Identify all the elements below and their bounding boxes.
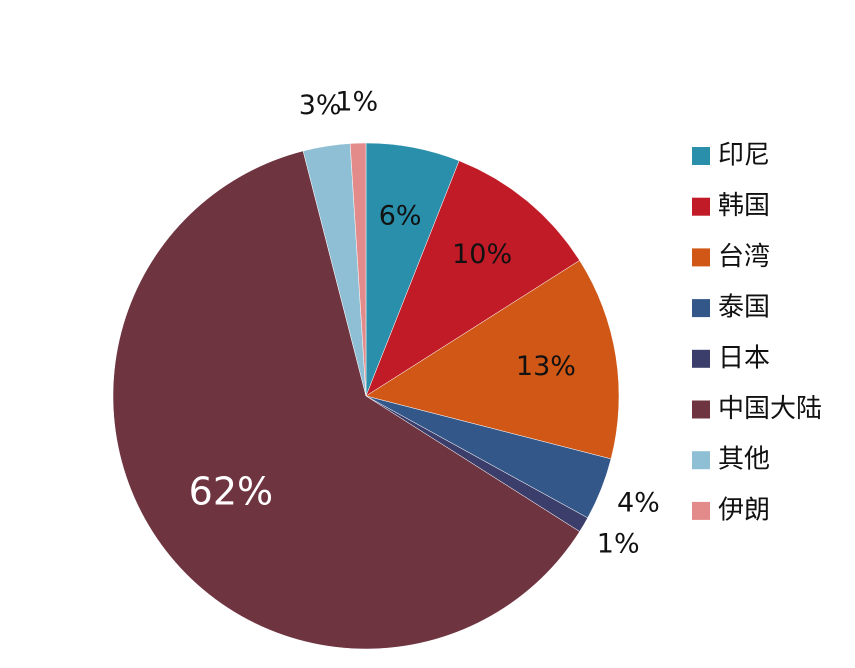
data-label: 6% [379,201,422,232]
legend-label: 伊朗 [718,495,770,525]
legend-swatch [692,501,710,520]
pie-slice [112,150,580,650]
data-label: 4% [617,487,660,518]
legend-label: 日本 [718,343,770,373]
pie-slice [365,160,580,397]
data-label: 1% [597,529,640,560]
data-label: 62% [189,470,273,514]
legend-label: 印尼 [718,141,770,171]
legend-swatch [692,349,710,368]
data-label: 13% [516,351,576,382]
legend-swatch [692,147,710,165]
pie-slice [349,142,367,397]
legend-swatch [692,299,710,318]
legend-swatch [692,400,710,419]
legend-swatch [692,248,710,267]
pie-slice [365,260,620,460]
legend-label: 中国大陆 [718,394,822,424]
legend-label: 台湾 [718,242,770,272]
legend-swatch [692,197,710,216]
data-label: 1% [335,87,378,118]
legend-label: 泰国 [718,293,770,323]
legend-label: 其他 [718,445,770,475]
legend-label: 韩国 [718,191,770,221]
legend-swatch [692,451,710,470]
data-label: 10% [452,239,512,270]
data-label: 3% [299,90,342,121]
